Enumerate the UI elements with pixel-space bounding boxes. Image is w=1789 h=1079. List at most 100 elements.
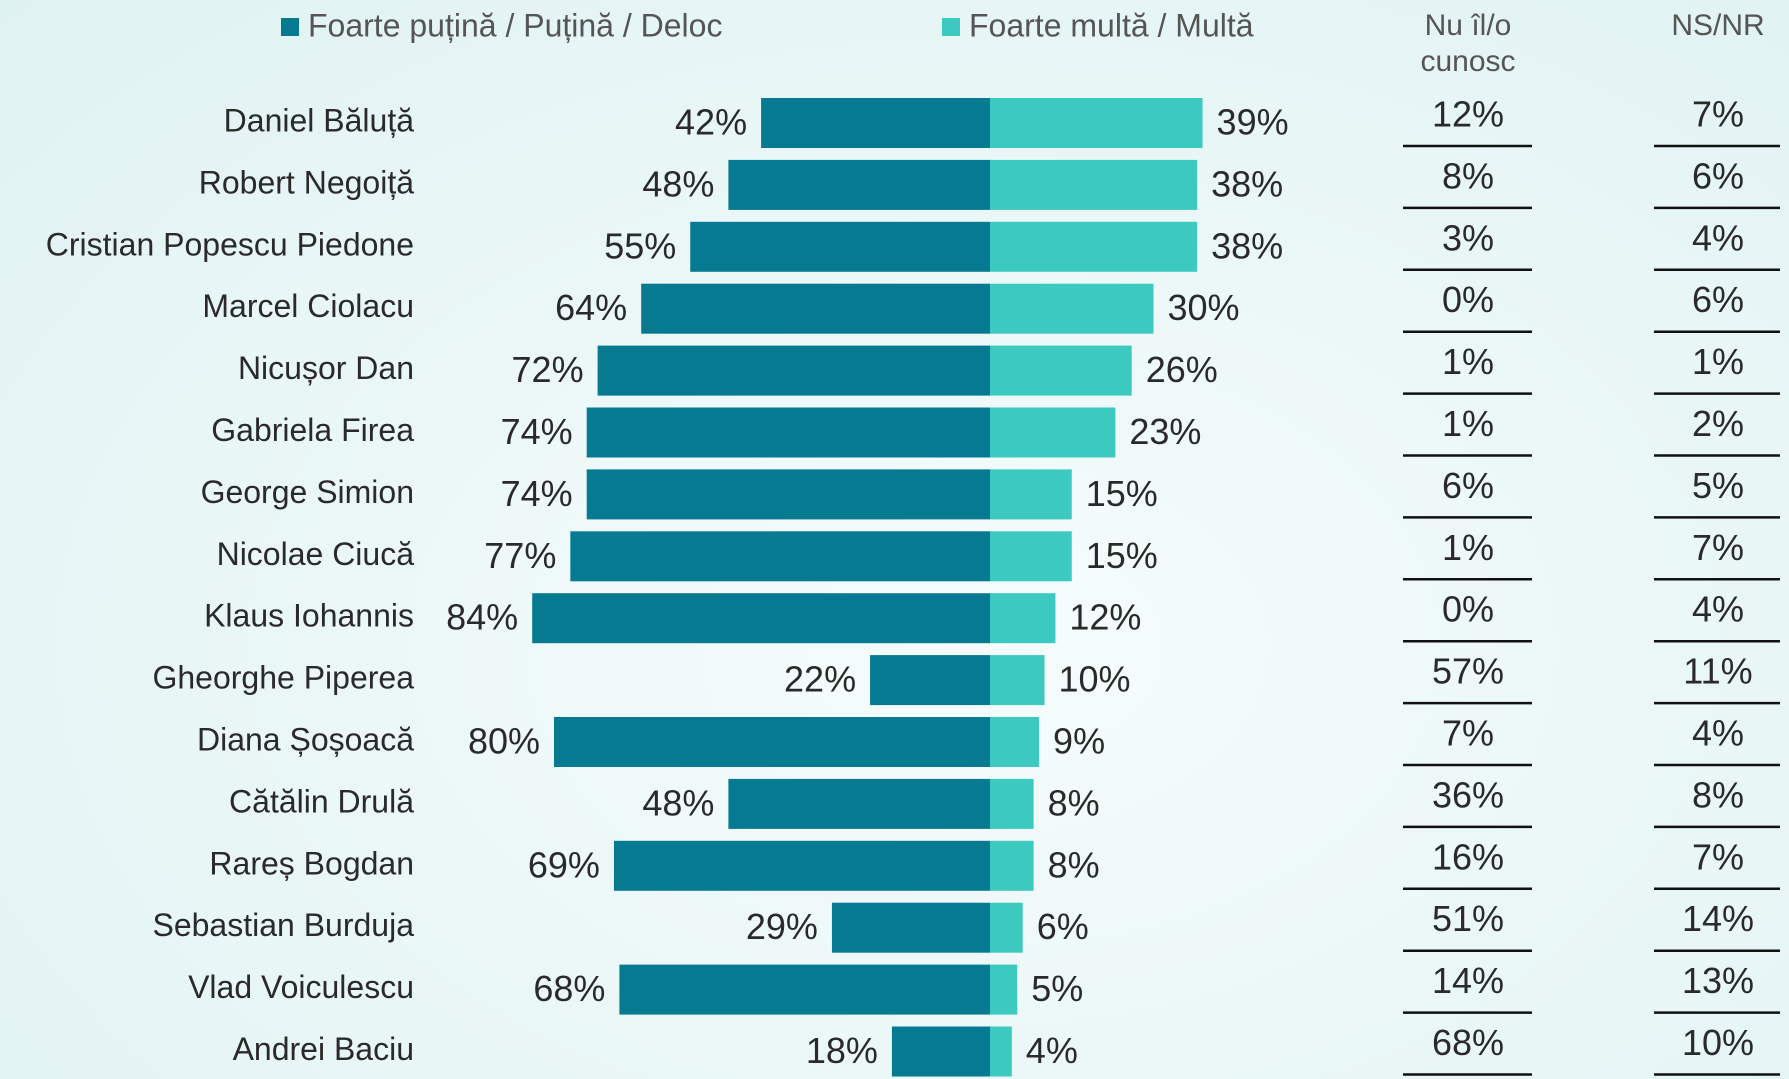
- table-value: 7%: [1692, 94, 1744, 135]
- bar-negative: [586, 407, 990, 458]
- value-label: 38%: [1211, 163, 1283, 204]
- bar-negative: [597, 345, 990, 396]
- table-value: 0%: [1442, 279, 1494, 320]
- value-label: 39%: [1217, 102, 1289, 143]
- table-value: 1%: [1442, 403, 1494, 444]
- value-label: 4%: [1026, 1030, 1078, 1071]
- table-value: 7%: [1442, 713, 1494, 754]
- table-value: 3%: [1442, 217, 1494, 258]
- bar-negative: [554, 717, 990, 767]
- category-label: Andrei Baciu: [233, 1031, 414, 1067]
- table-value: 7%: [1692, 836, 1744, 877]
- bar-positive: [990, 531, 1072, 582]
- bar-positive: [990, 655, 1045, 706]
- table-value: 11%: [1683, 651, 1752, 692]
- category-label: George Simion: [201, 474, 414, 510]
- value-label: 15%: [1086, 535, 1158, 576]
- value-label: 9%: [1053, 721, 1105, 762]
- table-value: 10%: [1682, 1022, 1754, 1063]
- value-label: 18%: [806, 1030, 878, 1071]
- value-label: 8%: [1048, 844, 1100, 885]
- category-label: Sebastian Burduja: [152, 907, 414, 943]
- legend-label: Foarte puțină / Puțină / Deloc: [308, 7, 722, 43]
- category-label: Robert Negoiță: [199, 164, 414, 200]
- bar-positive: [990, 778, 1034, 829]
- category-label: Nicolae Ciucă: [217, 536, 415, 572]
- legend-swatch: [942, 18, 960, 36]
- table-value: 6%: [1692, 155, 1744, 196]
- column-header: Nu îl/o cunosc: [1420, 9, 1516, 78]
- value-label: 6%: [1037, 906, 1089, 947]
- table-value: 4%: [1692, 217, 1744, 258]
- bar-positive: [990, 902, 1023, 953]
- bar-positive: [990, 283, 1154, 334]
- value-label: 15%: [1086, 473, 1158, 514]
- value-label: 23%: [1129, 411, 1201, 452]
- category-label: Rareș Bogdan: [209, 845, 414, 881]
- bar-negative: [532, 593, 990, 644]
- table-value: 14%: [1682, 898, 1754, 939]
- bar-negative: [586, 469, 990, 520]
- category-label: Diana Șoșoacă: [197, 721, 414, 757]
- legend-swatch: [281, 18, 299, 36]
- bar-positive: [990, 593, 1056, 644]
- category-label: Cătălin Drulă: [229, 783, 414, 819]
- category-label: Klaus Iohannis: [204, 598, 414, 634]
- table-value: 2%: [1692, 403, 1744, 444]
- category-label: Vlad Voiculescu: [188, 969, 414, 1005]
- table-value: 1%: [1442, 527, 1494, 568]
- table-value: 13%: [1682, 960, 1754, 1001]
- table-value: 7%: [1692, 527, 1744, 568]
- value-label: 80%: [468, 721, 540, 762]
- value-label: 26%: [1146, 349, 1218, 390]
- table-value: 51%: [1432, 898, 1504, 939]
- bar-positive: [990, 159, 1198, 210]
- table-value: 6%: [1692, 279, 1744, 320]
- category-label: Nicușor Dan: [238, 350, 414, 386]
- value-label: 8%: [1048, 782, 1100, 823]
- bar-positive: [990, 345, 1132, 396]
- bar-negative: [728, 159, 990, 210]
- category-label: Marcel Ciolacu: [202, 288, 414, 324]
- bar-positive: [990, 469, 1072, 520]
- value-label: 55%: [604, 225, 676, 266]
- value-label: 29%: [746, 906, 818, 947]
- category-label: Gheorghe Piperea: [152, 660, 414, 696]
- value-label: 69%: [528, 844, 600, 885]
- column-header: NS/NR: [1671, 9, 1765, 42]
- table-value: 57%: [1432, 651, 1504, 692]
- bar-positive: [990, 840, 1034, 891]
- table-value: 1%: [1692, 341, 1744, 382]
- bar-negative: [761, 98, 990, 148]
- value-label: 42%: [675, 102, 747, 143]
- bar-negative: [570, 531, 990, 582]
- table-value: 12%: [1432, 94, 1504, 135]
- value-label: 77%: [484, 535, 556, 576]
- value-label: 22%: [784, 659, 856, 700]
- table-value: 36%: [1432, 774, 1504, 815]
- table-value: 4%: [1692, 589, 1744, 630]
- table-value: 14%: [1432, 960, 1504, 1001]
- bar-positive: [990, 717, 1040, 767]
- bar-positive: [990, 221, 1198, 272]
- value-label: 64%: [555, 287, 627, 328]
- table-value: 68%: [1432, 1022, 1504, 1063]
- table-value: 8%: [1442, 155, 1494, 196]
- legend-label: Foarte multă / Multă: [969, 7, 1254, 43]
- table-value: 4%: [1692, 713, 1744, 754]
- table-value: 1%: [1442, 341, 1494, 382]
- value-label: 5%: [1031, 968, 1083, 1009]
- value-label: 38%: [1211, 225, 1283, 266]
- value-label: 48%: [642, 782, 714, 823]
- category-label: Cristian Popescu Piedone: [46, 226, 414, 262]
- category-label: Gabriela Firea: [211, 412, 414, 448]
- value-label: 10%: [1059, 659, 1131, 700]
- bar-negative: [641, 283, 990, 334]
- table-value: 0%: [1442, 589, 1494, 630]
- value-label: 30%: [1168, 287, 1240, 328]
- bar-positive: [990, 964, 1018, 1015]
- value-label: 48%: [642, 163, 714, 204]
- value-label: 84%: [446, 597, 518, 638]
